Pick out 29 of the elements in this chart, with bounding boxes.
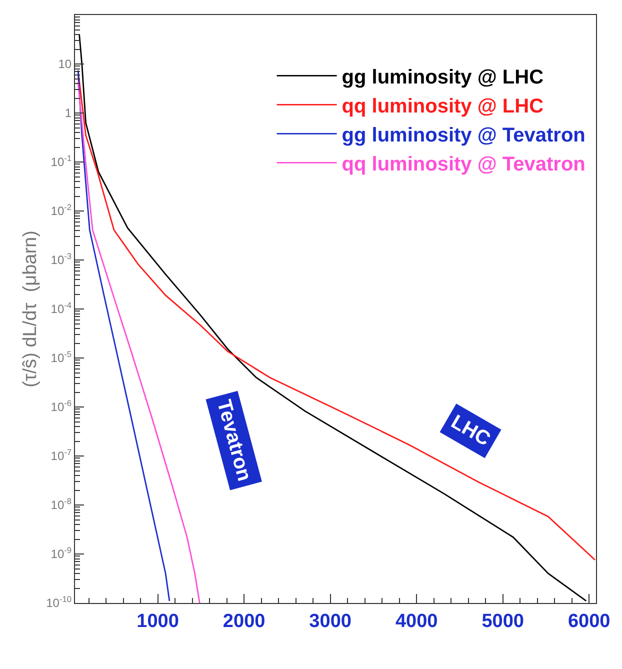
line-series (77, 81, 200, 603)
y-tick-label: 1 (64, 106, 72, 120)
line-series (78, 34, 587, 602)
y-tick-label: 10$^{-1}$ (50, 153, 72, 170)
y-tick-label: 10$^{-5}$ (50, 349, 72, 366)
x-tick-label: 6000 (568, 610, 610, 632)
x-tick-label: 5000 (482, 610, 524, 632)
annotation: Tevatron (212, 398, 256, 484)
legend-label: gg luminosity @ LHC (342, 66, 544, 88)
legend-label: gg luminosity @ Tevatron (342, 124, 586, 146)
y-tick-label: 10$^{-7}$ (50, 447, 72, 464)
x-tick-label: 2000 (222, 610, 266, 632)
y-tick-label: 10$^{-10}$ (46, 594, 72, 610)
y-tick-label: 10$^{-6}$ (50, 398, 72, 414)
y-tick-label: 10 (58, 57, 72, 72)
x-tick-label: 1000 (136, 610, 179, 632)
y-tick-label: 10$^{-4}$ (50, 300, 72, 316)
legend-label: qq luminosity @ Tevatron (342, 153, 586, 176)
line-series (77, 70, 596, 561)
legend-label: qq luminosity @ LHC (342, 95, 544, 118)
y-tick-label: 10$^{-8}$ (50, 496, 72, 512)
y-axis-title: (τ/ŝ) dL/dτ (μbarn) (20, 230, 41, 388)
y-tick-label: 10$^{-3}$ (50, 251, 72, 268)
x-tick-label: 4000 (395, 610, 438, 632)
line-series (77, 70, 170, 602)
annotation: LHC (447, 411, 494, 451)
y-tick-label: 10$^{-2}$ (50, 202, 72, 218)
y-tick-label: 10$^{-9}$ (50, 545, 72, 562)
x-tick-label: 3000 (309, 610, 352, 632)
